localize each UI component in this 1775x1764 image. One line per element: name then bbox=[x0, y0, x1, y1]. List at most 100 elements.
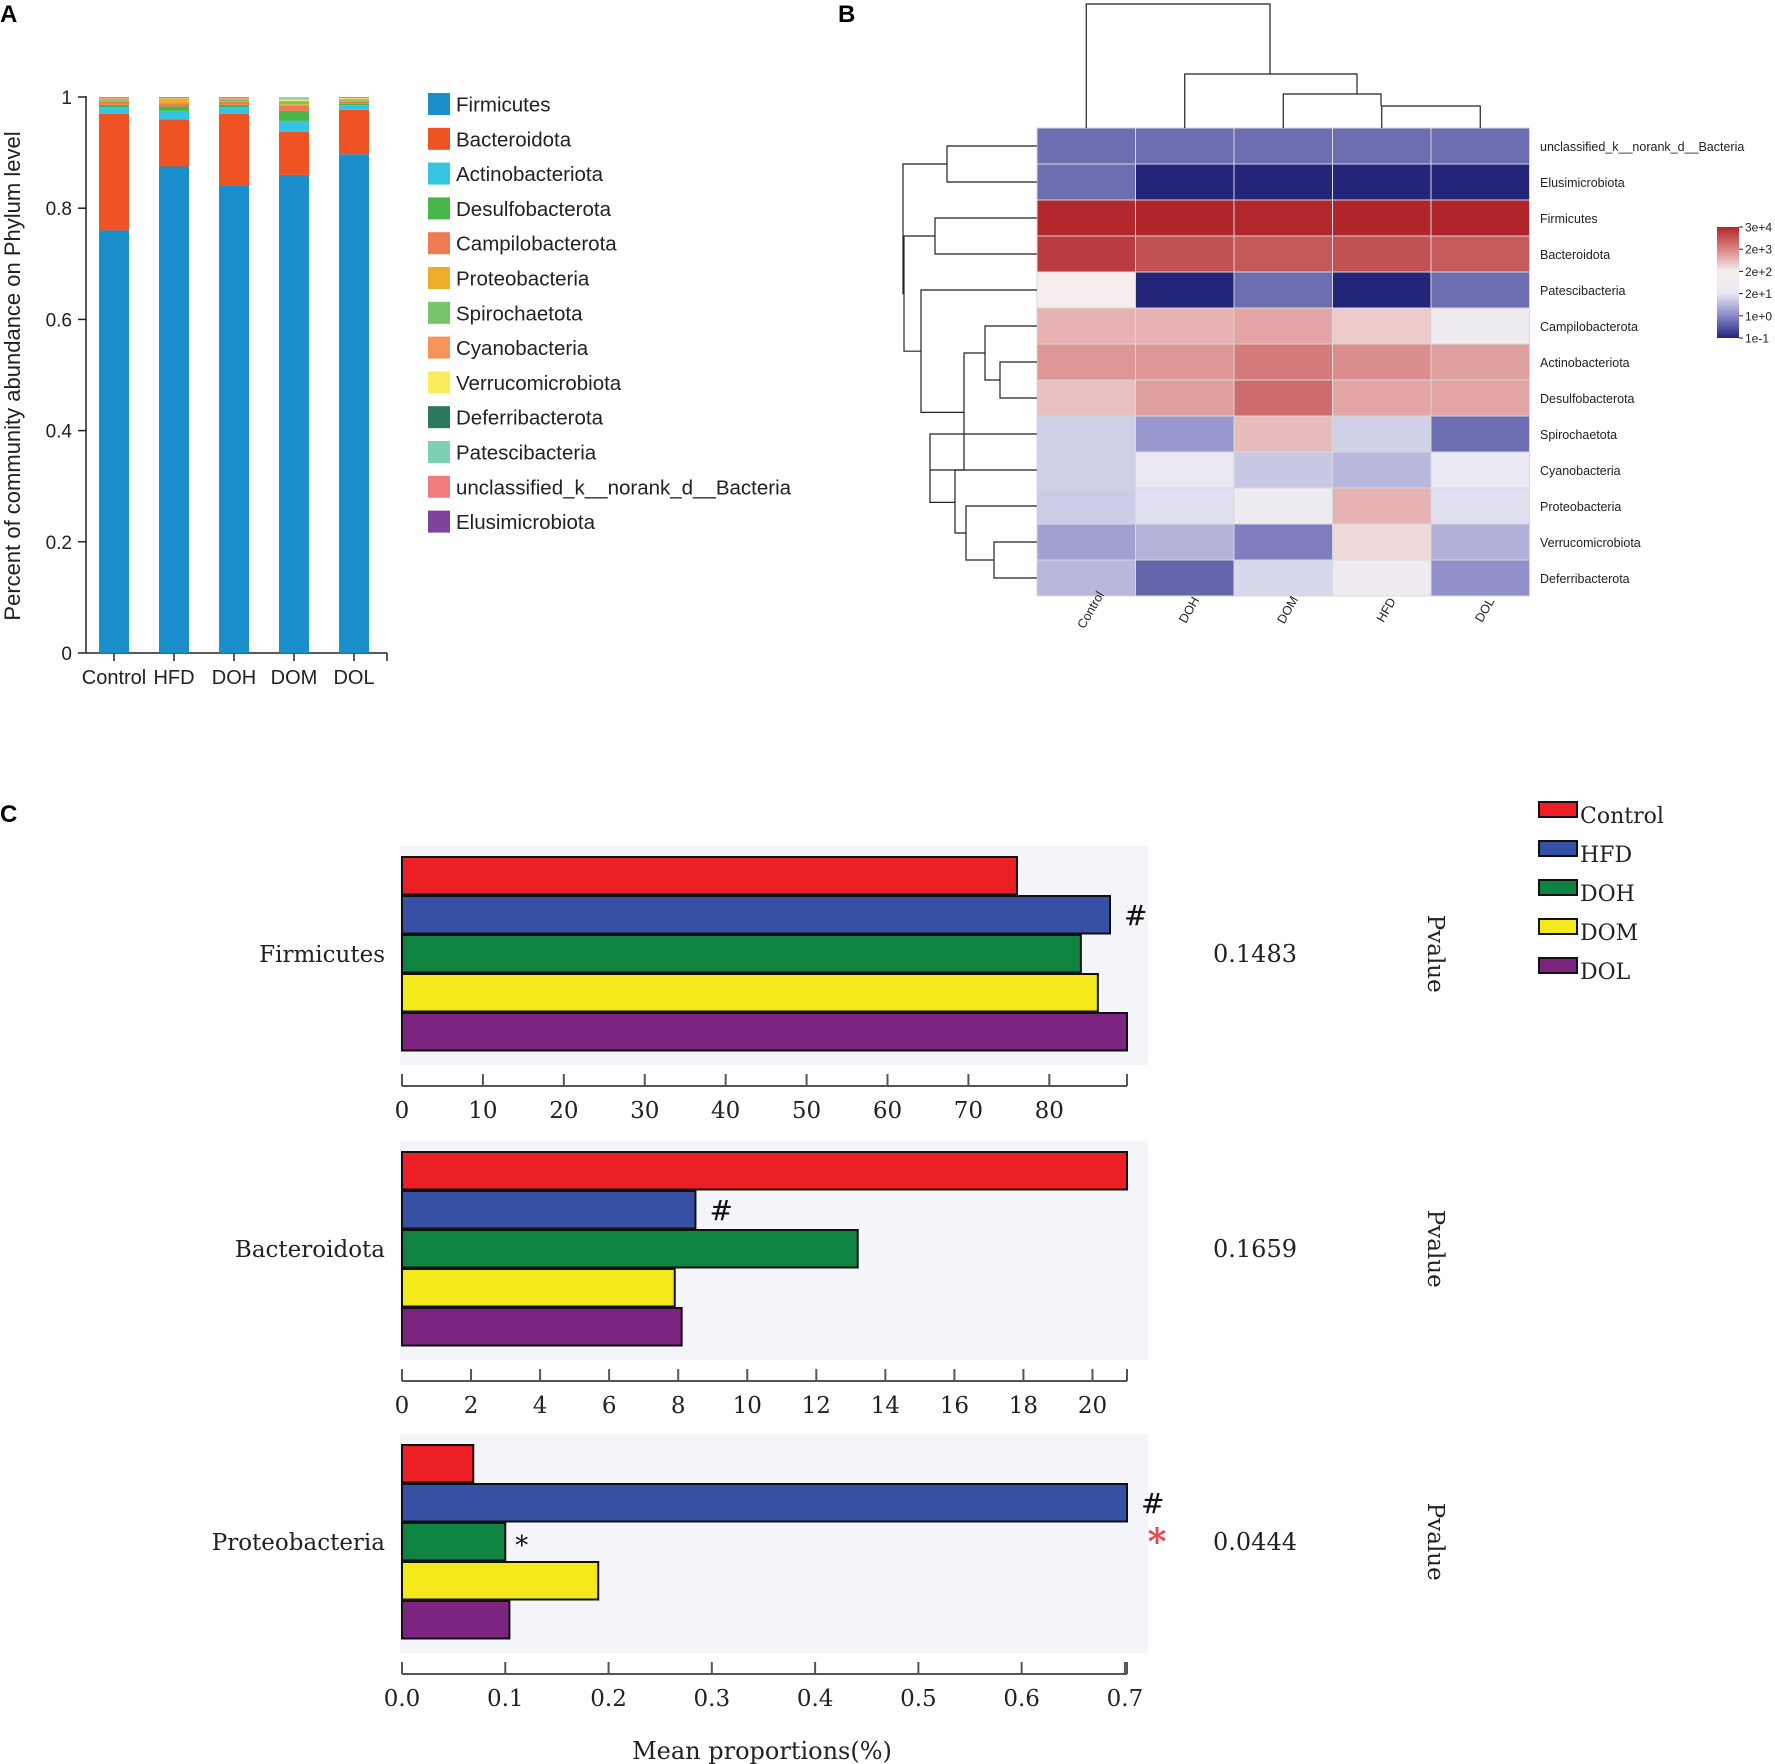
x-tick-label: 12 bbox=[802, 1393, 831, 1419]
heatmap-cell bbox=[1135, 235, 1235, 273]
legend-label: HFD bbox=[1580, 843, 1632, 868]
legend-swatch bbox=[1538, 840, 1578, 857]
heatmap-row-label: Bacteroidota bbox=[1540, 248, 1610, 262]
heatmap-cell bbox=[1036, 199, 1136, 237]
bar-segment-proteobacteria bbox=[159, 99, 189, 104]
bar-segment-deferribacterota bbox=[219, 97, 249, 98]
row-dendrogram-branch bbox=[902, 163, 947, 295]
x-axis-title: Mean proportions(%) bbox=[632, 1737, 892, 1764]
bar-hfd bbox=[401, 1483, 1128, 1523]
x-tick-label: HFD bbox=[153, 667, 194, 689]
heatmap-cell bbox=[1332, 307, 1432, 345]
heatmap-cell bbox=[1233, 343, 1333, 381]
heatmap-cell bbox=[1036, 487, 1136, 525]
heatmap-row-label: Proteobacteria bbox=[1540, 500, 1621, 514]
panel-b-heatmap: unclassified_k__norank_d__Bacteria Elusim… bbox=[902, 3, 1772, 631]
x-tick-label: 80 bbox=[1035, 1098, 1064, 1124]
bar-segment-firmicutes bbox=[219, 185, 249, 653]
heatmap-cell bbox=[1332, 379, 1432, 417]
colorbar-tick-label: 3e+4 bbox=[1745, 221, 1772, 235]
pvalue-significance-star: * bbox=[1148, 1521, 1167, 1563]
bar-dol bbox=[401, 1307, 683, 1347]
legend-label: Patescibacteria bbox=[456, 442, 597, 465]
legend-label: Deferribacterota bbox=[456, 407, 604, 430]
panel-c-legend: Control HFD DOH DOM DOL bbox=[1538, 801, 1664, 985]
heatmap-row-label: Firmicutes bbox=[1540, 212, 1598, 226]
pvalue-axis-label: Pvalue bbox=[1422, 915, 1448, 993]
bar-dom bbox=[401, 973, 1099, 1013]
heatmap-cell bbox=[1332, 487, 1432, 525]
legend-label: Cyanobacteria bbox=[456, 337, 589, 360]
heatmap-cell bbox=[1233, 163, 1333, 201]
bar-segment-bacteroidota bbox=[159, 119, 189, 167]
bar-segment-verrucomicrobiota bbox=[279, 99, 309, 101]
heatmap-cell bbox=[1430, 415, 1530, 453]
heatmap-cell bbox=[1036, 451, 1136, 489]
heatmap-row-label: Patescibacteria bbox=[1540, 284, 1626, 298]
bar-segment-deferribacterota bbox=[339, 97, 369, 98]
heatmap-cell bbox=[1036, 559, 1136, 597]
legend-swatch bbox=[428, 93, 450, 115]
row-dendrogram-branch bbox=[930, 352, 985, 471]
pvalue-value: 0.1659 bbox=[1213, 1235, 1297, 1263]
x-tick-label: 6 bbox=[602, 1393, 617, 1419]
legend-label: DOH bbox=[1580, 882, 1635, 907]
bar-segment-verrucomicrobiota bbox=[219, 97, 249, 99]
legend-label: Desulfobacterota bbox=[456, 198, 612, 221]
bar-segment-spirochaetota bbox=[159, 98, 189, 100]
x-tick-label: 60 bbox=[873, 1098, 902, 1124]
x-tick-label: 0.4 bbox=[797, 1686, 834, 1712]
bar-segment-desulfobacterota bbox=[219, 104, 249, 108]
heatmap-cell bbox=[1135, 559, 1235, 597]
bar-doh bbox=[401, 934, 1082, 974]
legend-swatch bbox=[428, 301, 450, 324]
heatmap-column-label: DOH bbox=[1176, 594, 1202, 625]
bar-segment-firmicutes bbox=[99, 230, 129, 653]
heatmap-cell bbox=[1332, 235, 1432, 273]
row-dendrogram-branch bbox=[934, 217, 1037, 255]
bar-segment-campilobacterota bbox=[219, 102, 249, 105]
bar-segment-proteobacteria bbox=[99, 100, 129, 102]
heatmap-cell bbox=[1135, 127, 1235, 165]
legend-swatch bbox=[428, 197, 450, 220]
x-tick-label: 16 bbox=[940, 1393, 969, 1419]
legend-swatch bbox=[428, 441, 450, 463]
y-tick-label: 1 bbox=[61, 88, 72, 109]
heatmap-cell bbox=[1036, 127, 1136, 165]
taxon-label: Bacteroidota bbox=[235, 1237, 385, 1263]
bar-segment-desulfobacterota bbox=[279, 110, 309, 121]
legend-swatch bbox=[428, 162, 450, 185]
bar-segment-campilobacterota bbox=[339, 101, 369, 104]
heatmap-cell bbox=[1135, 487, 1235, 525]
heatmap-cell bbox=[1135, 451, 1235, 489]
heatmap-cell bbox=[1135, 199, 1235, 237]
legend-swatch bbox=[428, 232, 450, 255]
bar-segment-campilobacterota bbox=[99, 101, 129, 105]
column-dendrogram-branch bbox=[1381, 105, 1481, 128]
legend-label: Firmicutes bbox=[456, 94, 551, 117]
bar-segment-verrucomicrobiota bbox=[339, 97, 369, 99]
x-tick-label: DOH bbox=[212, 667, 256, 689]
heatmap-row-label: Actinobacteriota bbox=[1540, 356, 1630, 370]
x-tick-label: 0 bbox=[395, 1098, 410, 1124]
heatmap-row-label: Desulfobacterota bbox=[1540, 392, 1635, 406]
bar-dom bbox=[401, 1268, 676, 1308]
heatmap-row-label: Spirochaetota bbox=[1540, 428, 1617, 442]
row-dendrogram-branch bbox=[999, 361, 1037, 399]
column-dendrogram-branch bbox=[1184, 73, 1358, 128]
heatmap-row-label: Verrucomicrobiota bbox=[1540, 536, 1641, 550]
bar-segment-campilobacterota bbox=[159, 103, 189, 107]
legend-swatch bbox=[1538, 918, 1578, 935]
bar-segment-bacteroidota bbox=[219, 113, 249, 186]
heatmap-cell bbox=[1135, 343, 1235, 381]
bar-segment-verrucomicrobiota bbox=[99, 97, 129, 99]
legend-swatch bbox=[428, 406, 450, 429]
x-tick-label: Control bbox=[82, 667, 146, 689]
bar-control bbox=[401, 1444, 475, 1484]
heatmap-cell bbox=[1332, 271, 1432, 309]
legend-swatch bbox=[1538, 879, 1578, 896]
bar-dom bbox=[401, 1561, 600, 1601]
bar-segment-deferribacterota bbox=[279, 98, 309, 100]
bar-segment-actinobacteriota bbox=[159, 110, 189, 120]
